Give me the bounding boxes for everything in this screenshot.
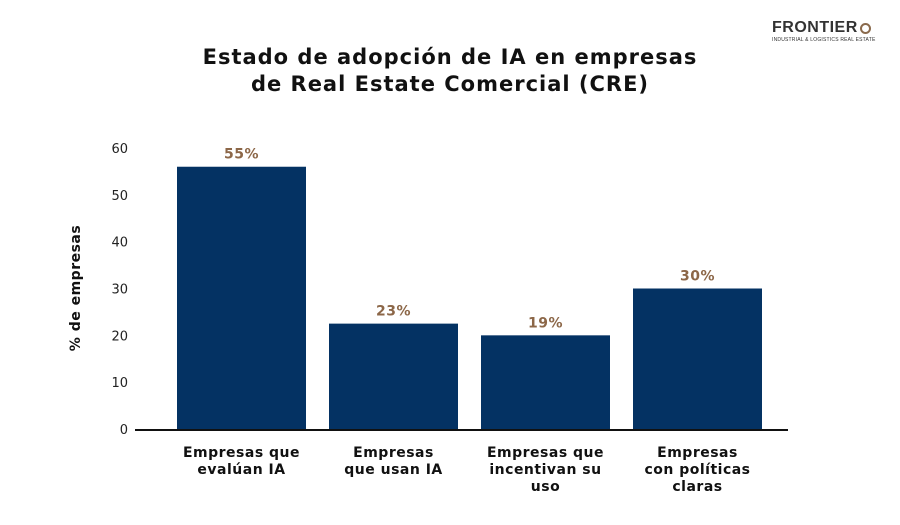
x-category-label: Empresas que usan IA (344, 445, 443, 478)
y-tick-label: 60 (111, 142, 128, 157)
y-axis-ticks: 0 10 20 30 40 50 60 (111, 142, 128, 438)
bars (177, 166, 762, 429)
x-category-label: Empresas que incentivan su uso (487, 445, 604, 495)
x-category-label-line: Empresas (353, 445, 434, 461)
logo-tagline: INDUSTRIAL & LOGISTICS REAL ESTATE (772, 37, 876, 43)
x-category-label-line: evalúan IA (197, 462, 285, 478)
chart-title-line-2: de Real Estate Comercial (CRE) (250, 72, 650, 96)
logo-mark-icon (859, 22, 871, 34)
chart-title: Estado de adopción de IA en empresas de … (0, 44, 900, 98)
y-tick-label: 20 (111, 329, 128, 344)
brand-logo: FRONTIER INDUSTRIAL & LOGISTICS REAL EST… (772, 19, 880, 44)
bar (481, 335, 610, 429)
logo-name: FRONTIER (772, 19, 858, 36)
x-category-label-line: claras (672, 479, 722, 495)
bar-value-label: 30% (680, 269, 715, 285)
x-category-label-line: Empresas (657, 445, 738, 461)
chart-title-line-1: Estado de adopción de IA en empresas (202, 45, 698, 69)
x-category-label-line: Empresas que (183, 445, 300, 461)
x-category-label-line: con políticas (644, 462, 750, 478)
bar (329, 323, 458, 429)
y-tick-label: 50 (111, 189, 128, 204)
x-category-label-line: Empresas que (487, 445, 604, 461)
x-category-label-line: uso (531, 479, 560, 495)
y-tick-label: 30 (111, 283, 128, 298)
bar (177, 166, 306, 429)
y-axis-label: % de empresas (68, 225, 84, 351)
value-labels: 55% 23% 19% 30% (224, 147, 715, 332)
y-tick-label: 10 (111, 376, 128, 391)
bar-value-label: 55% (224, 147, 259, 163)
x-category-label-line: incentivan su (489, 462, 601, 478)
bar (633, 288, 762, 429)
bar-value-label: 19% (528, 315, 563, 331)
bar-value-label: 23% (376, 304, 411, 320)
y-tick-label: 40 (111, 236, 128, 251)
x-category-label: Empresas con políticas claras (644, 445, 750, 495)
y-tick-label: 0 (120, 423, 128, 438)
x-category-label: Empresas que evalúan IA (183, 445, 300, 478)
x-category-label-line: que usan IA (344, 462, 443, 478)
